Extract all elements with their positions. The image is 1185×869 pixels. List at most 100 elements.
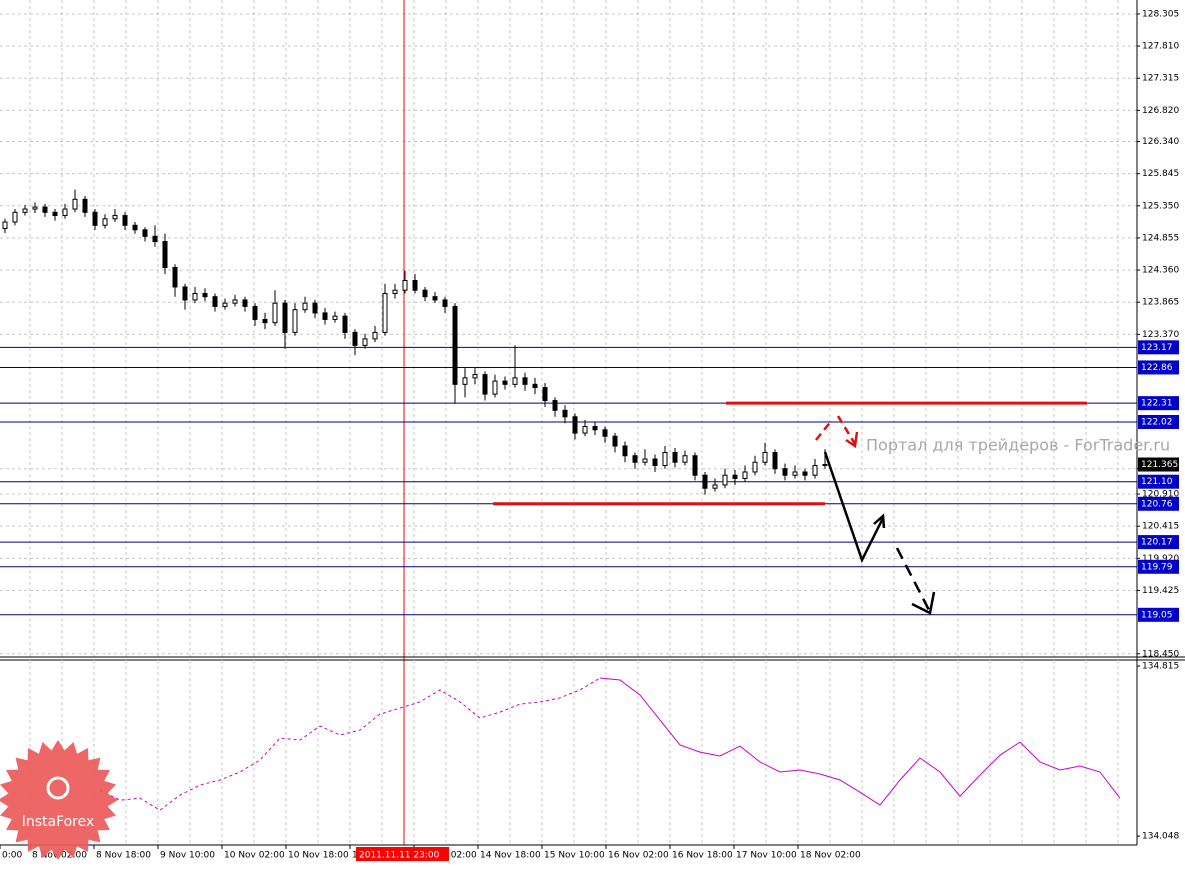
level-label-box [1138, 607, 1179, 622]
y-tick-label: 126.340 [1142, 137, 1179, 147]
candle-body [242, 299, 248, 307]
indicator-line [599, 677, 1121, 806]
y-tick-label: 134.048 [1142, 832, 1179, 842]
marker-label-box [356, 847, 449, 861]
candle-body [82, 198, 88, 213]
candle-body [802, 471, 808, 476]
candle-body [182, 286, 188, 301]
candle-body [812, 464, 818, 476]
y-tick-label: 126.820 [1142, 106, 1179, 116]
candle-body [332, 315, 338, 320]
x-tick-label: 17 Nov 10:00 [736, 851, 797, 861]
candle-body [62, 208, 68, 217]
candle-body [392, 289, 398, 294]
candle-body [652, 458, 658, 466]
level-label: 122.31 [1141, 399, 1173, 409]
level-label: 121.10 [1141, 477, 1173, 487]
x-tick-label: 18 Nov 02:00 [800, 851, 861, 861]
candle-body [52, 211, 58, 217]
level-label-box [1138, 340, 1179, 355]
level-label-box [1138, 474, 1179, 489]
candle-body [622, 445, 628, 457]
candle-body [222, 302, 228, 307]
forecast-arrows [815, 415, 936, 615]
candle-body [312, 302, 318, 314]
x-tick-label: 8 Nov 18:00 [96, 851, 151, 861]
candle-body [572, 416, 578, 434]
candle-body [162, 241, 168, 268]
candle-body [692, 455, 698, 476]
y-tick-label: 119.920 [1142, 554, 1179, 564]
candle-body [112, 215, 118, 220]
candle-body [42, 206, 48, 213]
x-tick-label: 9 Nov 10:00 [160, 851, 215, 861]
y-tick-label: 124.855 [1142, 233, 1179, 243]
y-tick-label: 128.305 [1142, 9, 1179, 19]
logo-badge [0, 740, 118, 860]
candle-body [352, 331, 358, 346]
candle-body [632, 455, 638, 463]
candle-body [502, 380, 508, 385]
candle-body [372, 331, 378, 340]
candle-body [152, 235, 158, 243]
candle-body [732, 474, 738, 479]
level-label-box [1138, 535, 1179, 550]
candle-body [202, 292, 208, 298]
candle-body [522, 377, 528, 385]
candle-body [252, 305, 258, 320]
level-label: 119.79 [1141, 562, 1173, 572]
current-price-box [1138, 457, 1179, 472]
candle-body [342, 315, 348, 333]
candle-body [92, 211, 98, 226]
candle-body [472, 374, 478, 379]
candle-body [512, 377, 518, 385]
candle-body [592, 426, 598, 431]
logo-text: InstaForex [22, 814, 95, 830]
level-label-box [1138, 396, 1179, 411]
candle-body [262, 318, 268, 324]
overlay: 123.17122.86122.31122.02121.10120.76120.… [0, 340, 1179, 861]
candle-body [322, 312, 328, 320]
candle-body [32, 206, 38, 210]
candle-body [452, 305, 458, 385]
candle-body [782, 468, 788, 476]
candle-body [192, 292, 198, 301]
candle-body [272, 302, 278, 324]
candle-body [282, 302, 288, 333]
marker-label: 2011.11.11 23:00 [359, 851, 440, 861]
candle-body [712, 484, 718, 489]
candle-body [172, 266, 178, 288]
candle-body [382, 292, 388, 333]
forecast-arrow [836, 415, 857, 445]
y-tick-label: 119.425 [1142, 586, 1179, 596]
candle-body [552, 400, 558, 411]
x-tick-label: 10 Nov 02:00 [224, 851, 285, 861]
candle-body [532, 383, 538, 389]
x-tick-label: 16 Nov 02:00 [608, 851, 669, 861]
candle-body [102, 218, 108, 226]
candle-body [122, 215, 128, 226]
candle-body [792, 471, 798, 476]
plot-area: 128.305 127.810 127.315 126.820 126.340 125.8… [0, 0, 1185, 846]
y-tick-label: 127.810 [1142, 42, 1179, 52]
candle-body [492, 380, 498, 395]
y-tick-label: 118.450 [1142, 649, 1179, 659]
indicator-line [99, 677, 601, 811]
candle-body [2, 221, 8, 230]
candle-body [12, 211, 18, 223]
candle-body [672, 451, 678, 463]
candle-body [412, 279, 418, 291]
y-tick-label: 120.910 [1142, 490, 1179, 500]
y-tick-label: 125.350 [1142, 201, 1179, 211]
level-label: 119.05 [1141, 610, 1173, 620]
candle-body [232, 299, 238, 304]
level-label-box [1138, 559, 1179, 574]
candle-body [72, 198, 78, 210]
candle-body [722, 474, 728, 486]
candle-body [542, 387, 548, 402]
candle-body [362, 338, 368, 346]
x-tick-label: 14 Nov 18:00 [480, 851, 541, 861]
level-label: 122.86 [1141, 363, 1173, 373]
